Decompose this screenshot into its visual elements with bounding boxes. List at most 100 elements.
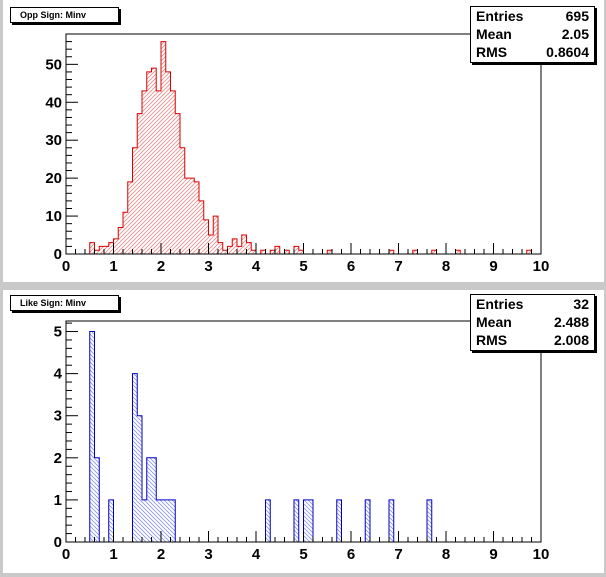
like-sign-title-text: Like Sign: Minv <box>20 298 87 308</box>
histogram-bin <box>132 373 138 542</box>
histogram-bin <box>151 68 157 254</box>
histogram-bin <box>89 331 95 542</box>
x-tick-label: 2 <box>157 258 165 275</box>
y-tick-label: 4 <box>54 366 63 383</box>
y-tick-label: 40 <box>45 94 62 111</box>
like-sign-pad[interactable]: 0 1 2 3 4 5 6 7 8 9 10 0 1 2 3 4 5 Like Sign: Minv Entri… <box>4 292 604 571</box>
histogram-bin <box>104 246 109 254</box>
stats-row-mean: Mean 2.488 <box>471 313 594 331</box>
histogram-bin <box>218 242 223 254</box>
stats-label: RMS <box>476 44 508 60</box>
histogram-bin <box>284 250 290 254</box>
histogram-bin <box>251 250 256 254</box>
canvas-bottom-edge <box>0 573 606 577</box>
y-tick-label: 0 <box>54 534 62 551</box>
x-tick-label: 4 <box>252 258 261 275</box>
x-tick-label: 6 <box>347 258 355 275</box>
like-sign-title[interactable]: Like Sign: Minv <box>10 295 119 311</box>
stats-value: 0.8604 <box>546 44 589 60</box>
like-sign-stats-box[interactable]: Entries 32 Mean 2.488 RMS 2.008 <box>470 294 595 351</box>
y-tick-label: 30 <box>45 132 62 149</box>
histogram-bin <box>336 499 342 542</box>
histogram-bin <box>94 457 100 542</box>
opp-sign-title[interactable]: Opp Sign: Minv <box>10 7 119 23</box>
histogram-bin <box>170 90 176 255</box>
x-tick-label: 8 <box>442 546 450 563</box>
histogram-bin <box>170 499 176 542</box>
histogram-bin <box>213 216 218 254</box>
histogram-bin <box>455 250 461 254</box>
like-bars <box>89 331 432 542</box>
y-tick-label: 50 <box>45 56 62 73</box>
opp-bars <box>89 41 532 255</box>
stats-value: 2.008 <box>553 332 589 348</box>
histogram-bin <box>94 250 100 254</box>
histogram-bin <box>127 181 133 254</box>
histogram-bin <box>118 227 123 254</box>
histogram-bin <box>246 242 252 254</box>
histogram-bin <box>184 178 190 254</box>
histogram-bin <box>99 246 104 254</box>
x-tick-label: 1 <box>109 546 117 563</box>
histogram-bin <box>189 178 195 254</box>
like-sign-histogram[interactable]: 0 1 2 3 4 5 6 7 8 9 10 0 1 2 3 4 5 <box>4 292 604 571</box>
histogram-bin <box>222 250 228 254</box>
opp-sign-stats-box[interactable]: Entries 695 Mean 2.05 RMS 0.8604 <box>470 6 595 63</box>
histogram-bin <box>275 246 280 254</box>
histogram-bin <box>146 457 152 542</box>
histogram-bin <box>365 499 370 542</box>
pad-separator <box>0 282 606 290</box>
histogram-bin <box>156 90 161 255</box>
x-tick-label: 3 <box>204 258 212 275</box>
x-tick-label: 2 <box>157 546 165 563</box>
histogram-bin <box>151 457 157 542</box>
histogram-bin <box>156 499 161 542</box>
y-tick-label: 0 <box>54 246 62 263</box>
histogram-bin <box>89 242 95 254</box>
histogram-bin <box>108 242 114 254</box>
histogram-bin <box>199 200 204 254</box>
stats-row-entries: Entries 32 <box>471 295 594 313</box>
histogram-bin <box>203 219 209 254</box>
y-tick-label: 2 <box>54 450 62 467</box>
x-tick-label: 9 <box>489 546 497 563</box>
stats-label: Entries <box>476 8 524 24</box>
histogram-bin <box>146 71 152 255</box>
y-tick-label: 1 <box>54 492 62 509</box>
x-tick-label: 6 <box>347 546 355 563</box>
x-tick-label: 5 <box>299 546 307 563</box>
histogram-bin <box>294 499 299 542</box>
opp-sign-histogram[interactable]: 0 1 2 3 4 5 6 7 8 9 10 0 10 20 30 40 50 <box>4 2 604 280</box>
histogram-bin <box>194 181 199 254</box>
histogram-bin <box>137 113 142 254</box>
histogram-bin <box>260 250 266 254</box>
histogram-bin <box>165 499 171 542</box>
y-tick-label: 10 <box>45 208 62 225</box>
opp-sign-title-text: Opp Sign: Minv <box>20 10 86 20</box>
x-tick-label: 0 <box>62 546 70 563</box>
stats-row-mean: Mean 2.05 <box>471 25 594 43</box>
y-tick-label: 20 <box>45 170 62 187</box>
histogram-bin <box>165 71 171 255</box>
x-tick-label: 8 <box>442 258 450 275</box>
histogram-bin <box>389 250 394 254</box>
histogram-bin <box>142 90 147 255</box>
stats-label: Mean <box>476 314 512 330</box>
stats-label: Mean <box>476 26 512 42</box>
histogram-bin <box>108 499 114 542</box>
stats-value: 2.488 <box>553 314 589 330</box>
histogram-bin <box>270 250 275 254</box>
histogram-bin <box>237 246 242 254</box>
histogram-bin <box>132 147 138 254</box>
stats-row-rms: RMS 0.8604 <box>471 43 594 61</box>
histogram-bin <box>113 238 119 254</box>
y-tick-label: 3 <box>54 408 62 425</box>
x-tick-label: 3 <box>204 546 212 563</box>
histogram-bin <box>208 235 214 254</box>
stats-row-rms: RMS 2.008 <box>471 331 594 349</box>
x-tick-label: 7 <box>394 258 402 275</box>
histogram-bin <box>308 499 313 542</box>
x-tick-label: 10 <box>533 546 550 563</box>
opp-sign-pad[interactable]: 0 1 2 3 4 5 6 7 8 9 10 0 10 20 30 40 50 Opp Sign: Minv E… <box>4 2 604 280</box>
histogram-bin <box>303 499 309 542</box>
